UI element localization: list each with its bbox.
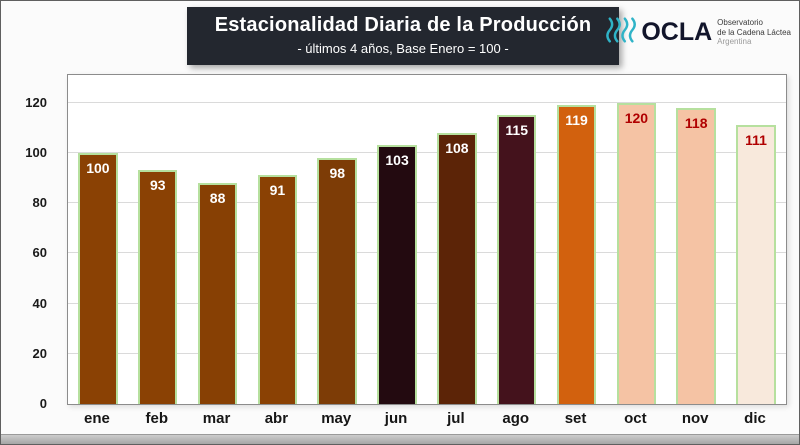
x-tick-label: dic [744, 410, 766, 427]
ocla-logo: OCLA Observatorio de la Cadena Láctea Ar… [606, 15, 791, 50]
gridline [68, 302, 786, 304]
bar-set: 119 [556, 105, 597, 404]
bar-value-label: 93 [149, 177, 166, 194]
x-tick-label: ago [502, 410, 530, 427]
gridline [68, 101, 786, 103]
y-tick-label: 60 [32, 245, 47, 261]
x-tick-label: may [321, 410, 352, 427]
bar-slot-jun: 103 [367, 75, 427, 404]
chart-title: Estacionalidad Diaria de la Producción [214, 14, 592, 36]
gridline [68, 352, 786, 354]
bar-value-label: 115 [505, 122, 528, 139]
bar-value-label: 88 [209, 190, 226, 206]
ocla-wave-icon [606, 15, 638, 50]
bar-jul: 108 [437, 132, 477, 404]
bar-jun: 103 [377, 145, 417, 404]
chart-subtitle: - últimos 4 años, Base Enero = 100 - [297, 41, 509, 56]
bar-slot-feb: 93 [128, 75, 188, 404]
bar-oct: 120 [616, 102, 657, 404]
bar-may: 98 [317, 157, 357, 404]
y-axis: 0 20 40 60 80 100 120 [1, 74, 57, 411]
x-tick-label: oct [624, 410, 647, 427]
bar-slot-mar: 88 [188, 75, 248, 404]
ocla-tagline-line1: Observatorio [717, 18, 763, 28]
gridline [68, 252, 786, 254]
bar-value-label: 118 [684, 114, 708, 131]
x-tick-label: abr [264, 410, 289, 427]
y-tick-label: 20 [32, 345, 47, 361]
bar-slot-oct: 120 [606, 75, 666, 404]
x-tick-label: nov [681, 410, 709, 427]
bar-mar: 88 [197, 183, 238, 404]
bars-container: 100 93 88 91 98 103 108 115 119 120 118 111 [68, 75, 786, 404]
bar-value-label: 108 [445, 139, 469, 156]
bar-ene: 100 [78, 152, 118, 404]
ocla-tagline-line2: de la Cadena Láctea [717, 27, 791, 37]
chart-title-box: Estacionalidad Diaria de la Producción -… [187, 7, 619, 65]
plot-area: 100 93 88 91 98 103 108 115 119 120 118 111 [67, 74, 787, 405]
ocla-brand-text: OCLA [641, 18, 713, 46]
bar-value-label: 120 [624, 109, 649, 126]
bar-value-label: 98 [329, 164, 346, 181]
bar-slot-ene: 100 [68, 75, 128, 404]
bar-value-label: 100 [86, 159, 110, 176]
bar-slot-may: 98 [307, 75, 367, 404]
bar-slot-ago: 115 [487, 75, 547, 404]
x-tick-label: jun [384, 410, 408, 427]
ocla-tagline: Observatorio de la Cadena Láctea Argenti… [717, 18, 791, 47]
bar-value-label: 111 [745, 132, 767, 149]
y-tick-label: 40 [32, 295, 47, 311]
x-tick-label: jul [447, 410, 465, 427]
gridline [68, 151, 786, 153]
bar-ago: 115 [496, 115, 537, 404]
x-axis: ene feb mar abr may jun jul ago set oct nov dic [67, 410, 785, 427]
x-tick-label: feb [145, 410, 168, 427]
y-tick-label: 120 [25, 94, 47, 110]
bar-slot-dic: 111 [726, 75, 786, 404]
bar-slot-nov: 118 [666, 75, 726, 404]
bottom-edge-bar [1, 434, 799, 444]
y-tick-label: 0 [39, 396, 47, 411]
bar-slot-set: 119 [547, 75, 607, 404]
bar-dic: 111 [736, 125, 776, 404]
bar-feb: 93 [138, 170, 178, 404]
bar-value-label: 103 [385, 152, 409, 169]
x-tick-label: mar [202, 410, 231, 427]
bar-value-label: 119 [565, 112, 588, 129]
x-tick-label: ene [83, 410, 110, 427]
ocla-tagline-line3: Argentina [717, 37, 752, 47]
gridline [68, 202, 786, 204]
y-tick-label: 80 [32, 195, 47, 211]
x-tick-label: set [564, 410, 587, 427]
bar-abr: 91 [257, 175, 298, 404]
y-tick-label: 100 [25, 144, 47, 160]
bar-slot-jul: 108 [427, 75, 487, 404]
bar-nov: 118 [676, 107, 716, 404]
bar-slot-abr: 91 [247, 75, 307, 404]
bar-value-label: 91 [269, 182, 286, 199]
